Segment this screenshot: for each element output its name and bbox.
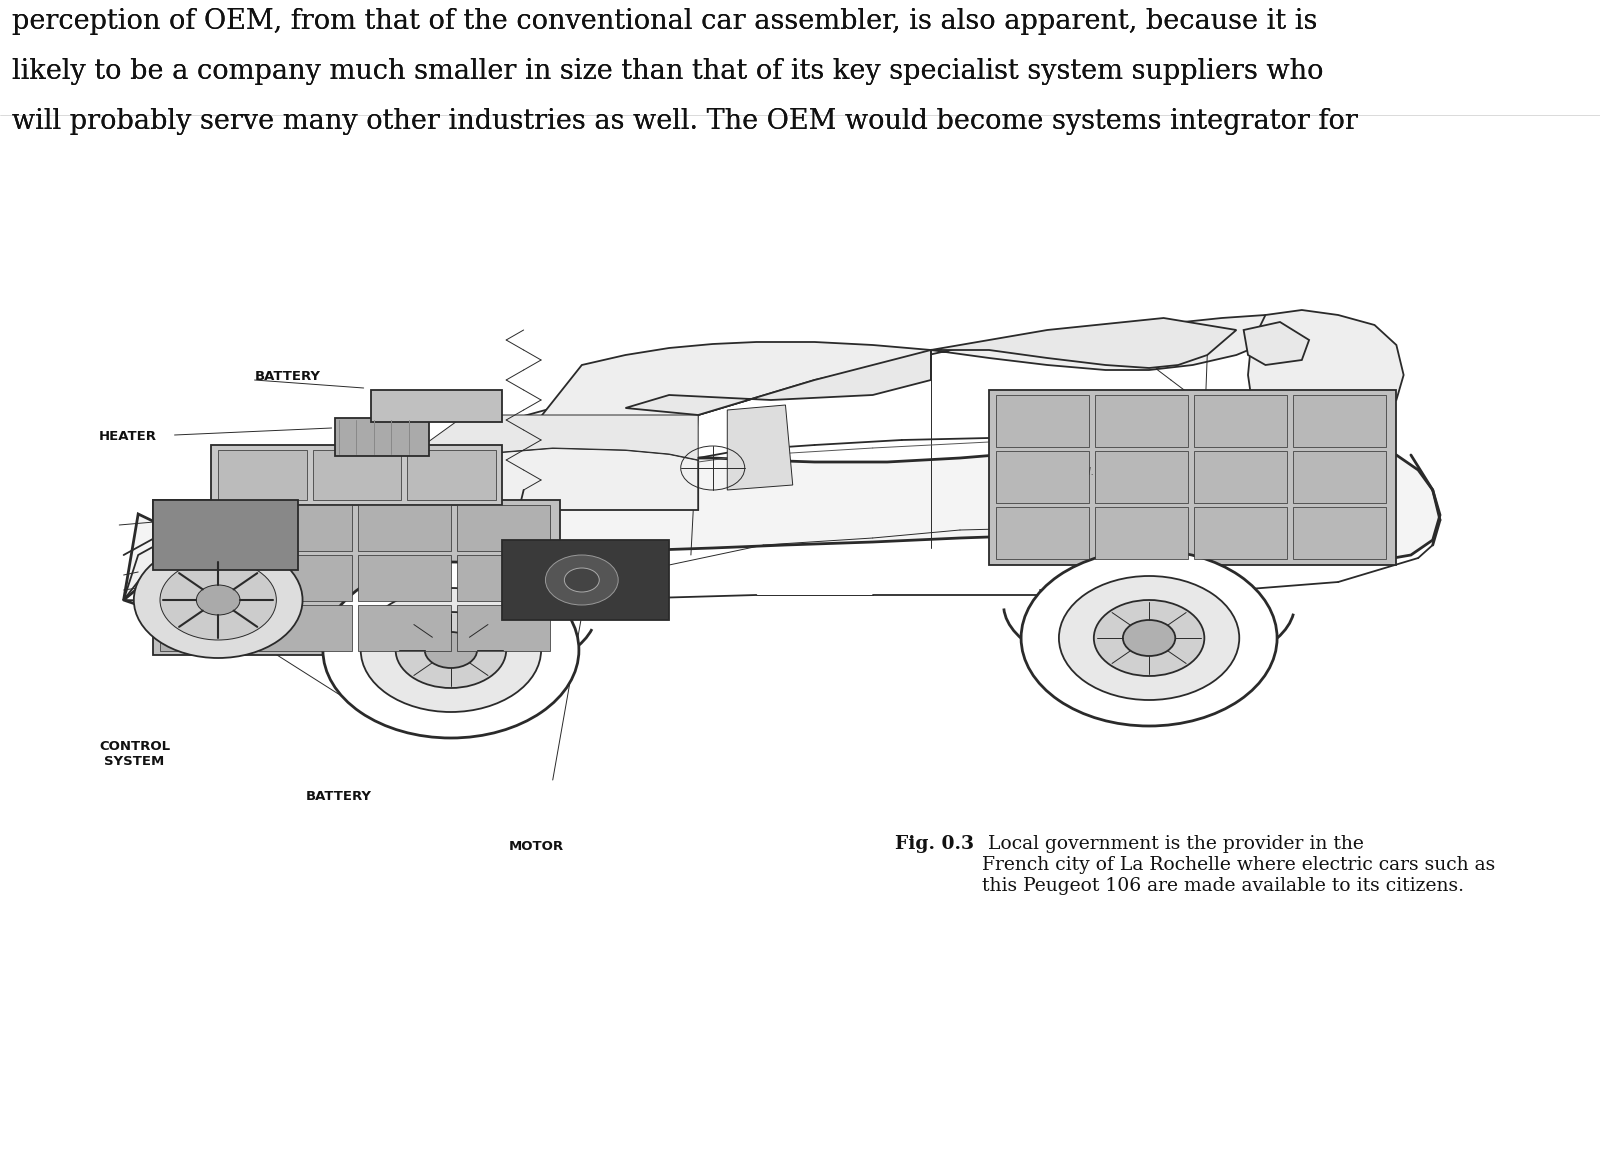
Bar — [312, 450, 402, 500]
Circle shape — [1094, 600, 1205, 676]
Text: E.T.A.I.: E.T.A.I. — [1062, 468, 1094, 477]
Text: likely to be a company much smaller in size than that of its key specialist syst: likely to be a company much smaller in s… — [11, 58, 1323, 85]
Bar — [160, 505, 253, 552]
Bar — [1194, 507, 1288, 559]
Bar — [160, 555, 253, 600]
Circle shape — [360, 588, 541, 712]
Bar — [259, 555, 352, 600]
Polygon shape — [123, 438, 1440, 600]
Polygon shape — [1248, 310, 1403, 420]
Text: perception of OEM, from that of the conventional car assembler, is also apparent: perception of OEM, from that of the conv… — [11, 8, 1317, 35]
Bar — [1293, 395, 1386, 447]
Polygon shape — [728, 405, 792, 490]
Bar — [1194, 395, 1288, 447]
Bar — [1293, 451, 1386, 503]
Circle shape — [197, 585, 240, 614]
Circle shape — [160, 560, 277, 640]
Bar — [456, 605, 550, 651]
Circle shape — [395, 612, 506, 688]
Bar — [160, 605, 253, 651]
Polygon shape — [1243, 322, 1309, 365]
Bar — [358, 505, 451, 552]
Text: BATTERY: BATTERY — [254, 370, 320, 382]
Text: will probably serve many other industries as well. The OEM would become systems : will probably serve many other industrie… — [11, 108, 1357, 135]
Polygon shape — [123, 448, 698, 600]
Text: will probably serve many other industries as well. The OEM would become systems : will probably serve many other industrie… — [11, 108, 1357, 135]
Bar — [456, 555, 550, 600]
Text: perception of OEM, from that of the conventional car assembler, is also apparent: perception of OEM, from that of the conv… — [11, 8, 1317, 35]
Polygon shape — [931, 318, 1237, 368]
Bar — [997, 395, 1090, 447]
Bar — [1194, 451, 1288, 503]
FancyBboxPatch shape — [152, 500, 298, 570]
Text: MOTOR: MOTOR — [509, 840, 565, 854]
Text: CONTROL
SYSTEM: CONTROL SYSTEM — [99, 740, 170, 768]
FancyBboxPatch shape — [371, 389, 502, 422]
FancyBboxPatch shape — [989, 389, 1397, 566]
Bar — [997, 507, 1090, 559]
Bar — [218, 450, 307, 500]
Polygon shape — [626, 350, 931, 415]
Text: BATTERY: BATTERY — [1003, 490, 1070, 503]
Circle shape — [1059, 576, 1240, 700]
Bar — [1293, 507, 1386, 559]
Circle shape — [134, 542, 302, 658]
Text: Local government is the provider in the
French city of La Rochelle where electri: Local government is the provider in the … — [982, 835, 1494, 894]
Bar — [259, 505, 352, 552]
Bar — [1096, 507, 1189, 559]
Polygon shape — [494, 315, 1294, 480]
Bar — [456, 505, 550, 552]
Bar — [358, 605, 451, 651]
Bar — [1096, 395, 1189, 447]
Polygon shape — [312, 354, 931, 570]
Text: likely to be a company much smaller in size than that of its key specialist syst: likely to be a company much smaller in s… — [11, 58, 1323, 85]
Circle shape — [546, 555, 618, 605]
Bar — [259, 605, 352, 651]
FancyBboxPatch shape — [152, 500, 560, 655]
Bar — [408, 450, 496, 500]
FancyBboxPatch shape — [502, 540, 669, 620]
Circle shape — [424, 632, 477, 668]
Text: BATTERY: BATTERY — [306, 791, 371, 803]
Circle shape — [565, 568, 600, 592]
FancyBboxPatch shape — [211, 445, 502, 505]
Circle shape — [1021, 550, 1277, 726]
Text: Fig. 0.3: Fig. 0.3 — [894, 835, 974, 854]
Circle shape — [1123, 620, 1176, 656]
Bar — [997, 451, 1090, 503]
Polygon shape — [312, 415, 698, 490]
FancyBboxPatch shape — [334, 417, 429, 456]
Bar — [358, 555, 451, 600]
Text: HEATER: HEATER — [99, 430, 157, 443]
Circle shape — [323, 562, 579, 738]
Bar — [1096, 451, 1189, 503]
